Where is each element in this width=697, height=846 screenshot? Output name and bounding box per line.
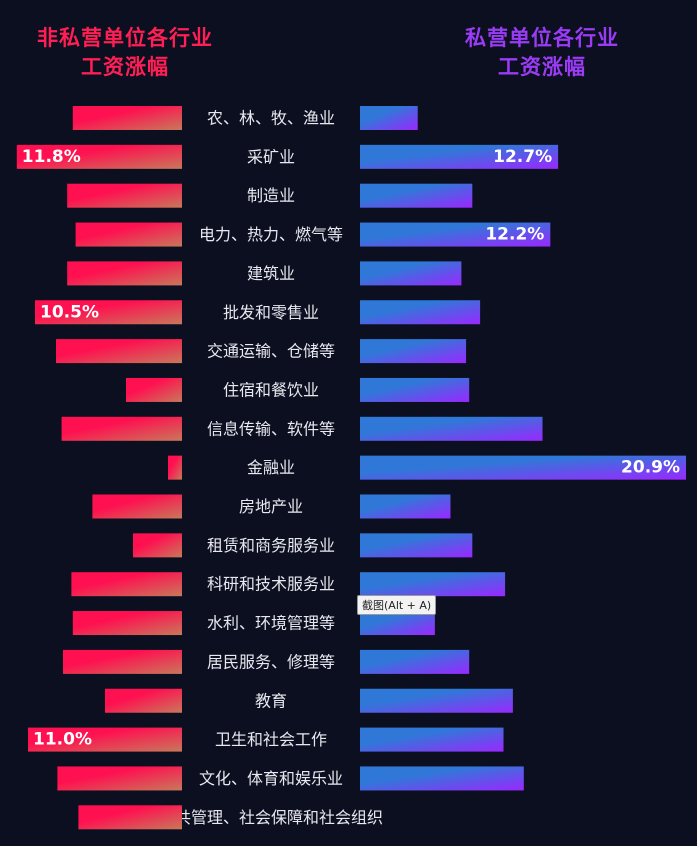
category-label: 科研和技术服务业	[207, 575, 335, 594]
private-value-label: 20.9%	[621, 458, 680, 478]
private-bar	[360, 183, 473, 208]
non-private-bar	[72, 611, 182, 636]
left-title-line-1: 非私营单位各行业	[37, 26, 213, 50]
private-bar	[360, 494, 451, 519]
left-title-line-2: 工资涨幅	[81, 55, 169, 79]
non-private-bar	[78, 805, 182, 830]
private-value-label: 12.7%	[493, 147, 552, 167]
private-bar	[360, 144, 559, 169]
category-label: 批发和零售业	[223, 303, 319, 322]
non-private-bar	[133, 533, 182, 558]
category-label: 农、林、牧、渔业	[207, 109, 335, 128]
non-private-bar	[56, 339, 182, 364]
non-private-bar	[105, 688, 182, 713]
non-private-value-label: 11.8%	[22, 147, 81, 167]
non-private-bar	[92, 494, 182, 519]
non-private-bar	[168, 455, 182, 480]
private-bar	[360, 416, 543, 441]
right-title-line-1: 私营单位各行业	[465, 26, 619, 50]
private-bar	[360, 533, 473, 558]
private-bar	[360, 688, 513, 713]
non-private-value-label: 10.5%	[40, 302, 99, 322]
category-label: 租赁和商务服务业	[207, 536, 335, 555]
private-bar	[360, 611, 435, 636]
private-bar	[360, 339, 467, 364]
category-label: 采矿业	[247, 147, 295, 166]
non-private-value-label: 11.0%	[33, 730, 92, 750]
private-bar	[360, 106, 418, 130]
non-private-bar	[75, 222, 182, 247]
non-private-bar	[16, 144, 182, 169]
private-value-label: 12.2%	[485, 225, 544, 245]
private-bar	[360, 727, 504, 752]
non-private-bar	[67, 261, 182, 286]
category-label: 信息传输、软件等	[207, 419, 335, 438]
non-private-bar	[35, 300, 182, 325]
non-private-bar	[63, 649, 182, 674]
right-chart-title: 私营单位各行业 工资涨幅	[412, 24, 672, 82]
non-private-bar	[126, 377, 182, 402]
category-label: 教育	[255, 691, 287, 710]
private-bar	[360, 222, 551, 247]
non-private-bar	[72, 106, 182, 130]
category-label: 居民服务、修理等	[207, 652, 335, 671]
non-private-bar	[71, 572, 182, 597]
private-bar	[360, 261, 462, 286]
category-label: 文化、体育和娱乐业	[199, 769, 343, 788]
non-private-bar	[57, 766, 182, 791]
category-label: 制造业	[247, 186, 295, 205]
category-label: 交通运输、仓储等	[207, 342, 335, 361]
category-label: 公共管理、社会保障和社会组织	[159, 808, 383, 827]
category-label: 建筑业	[247, 264, 295, 283]
non-private-bar	[67, 183, 182, 208]
left-chart-title: 非私营单位各行业 工资涨幅	[0, 24, 255, 82]
private-bar	[360, 572, 506, 597]
category-label: 房地产业	[239, 497, 303, 516]
private-bar	[360, 766, 524, 791]
private-bar	[360, 377, 470, 402]
screenshot-tooltip: 截图(Alt + A)	[357, 595, 437, 615]
category-label: 住宿和餐饮业	[223, 380, 319, 399]
right-title-line-2: 工资涨幅	[498, 55, 586, 79]
category-label: 电力、热力、燃气等	[199, 225, 343, 244]
private-bar	[360, 300, 481, 325]
private-bar	[360, 649, 470, 674]
non-private-bar	[28, 727, 182, 752]
private-bar	[360, 455, 687, 480]
category-label: 金融业	[247, 458, 295, 477]
non-private-bar	[61, 416, 182, 441]
category-label: 卫生和社会工作	[215, 730, 327, 749]
category-label: 水利、环境管理等	[207, 614, 335, 633]
